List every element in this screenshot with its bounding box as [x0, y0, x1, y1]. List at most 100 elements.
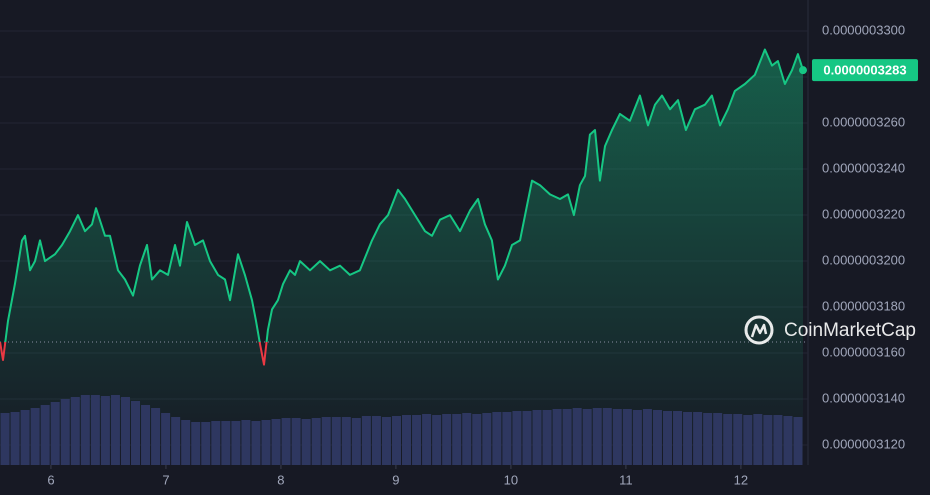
volume-bar: [161, 413, 171, 465]
volume-bar: [673, 411, 683, 465]
volume-bar: [552, 409, 562, 465]
volume-bar: [492, 412, 502, 465]
volume-bar: [10, 412, 20, 465]
logo: [744, 315, 774, 345]
volume-bar: [703, 413, 713, 465]
last-price-label: 0.0000003283: [823, 63, 906, 78]
volume-bar: [452, 414, 462, 465]
y-tick-label: 0.0000003200: [822, 252, 905, 267]
x-tick-label: 10: [504, 472, 518, 487]
volume-bar: [442, 414, 452, 465]
volume-bar: [502, 412, 512, 465]
volume-bar: [562, 409, 572, 465]
watermark: CoinMarketCap: [744, 315, 916, 345]
x-tick-label: 9: [392, 472, 399, 487]
plot: 0.0000003120 0.0000003140 0.0000003160 0.00…: [0, 22, 918, 487]
y-tick-label: 0.0000003160: [822, 344, 905, 359]
price-area: [0, 49, 803, 463]
volume-bar: [221, 421, 231, 465]
volume-bar: [110, 395, 120, 465]
volume-bar: [642, 409, 652, 465]
volume-bar: [301, 419, 311, 465]
volume-bar: [402, 415, 412, 465]
volume-bar: [80, 395, 90, 465]
volume-bar: [783, 416, 793, 465]
volume-bar: [622, 409, 632, 465]
volume-bar: [281, 418, 291, 465]
volume-bar: [0, 413, 10, 465]
volume-bar: [151, 408, 161, 465]
volume-bar: [592, 408, 602, 465]
volume-bar: [522, 411, 532, 465]
volume-bar: [763, 415, 773, 465]
volume-bar: [291, 418, 301, 465]
volume-bar: [652, 410, 662, 465]
volume-bar: [482, 413, 492, 465]
volume-bar: [512, 411, 522, 465]
volume-bar: [432, 415, 442, 465]
volume-bar: [361, 416, 371, 465]
volume-bar: [793, 417, 803, 465]
volume-bar: [20, 410, 30, 465]
volume-bar: [251, 421, 261, 465]
volume-bar: [351, 418, 361, 465]
volume-bar: [532, 410, 542, 465]
volume-bar: [130, 401, 141, 465]
volume-bar: [181, 420, 191, 465]
volume-bar: [100, 396, 110, 465]
volume-bar: [662, 411, 673, 465]
volume-bar: [60, 399, 70, 465]
price-line: [0, 48, 804, 366]
y-tick-label: 0.0000003300: [822, 22, 905, 37]
y-tick-label: 0.0000003240: [822, 160, 905, 175]
volume-bar: [602, 408, 612, 465]
volume-bar: [271, 419, 281, 465]
volume-bar: [201, 422, 211, 465]
y-tick-label: 0.0000003180: [822, 298, 905, 313]
logo-mark: [750, 323, 768, 338]
x-tick-label: 11: [619, 472, 633, 487]
volume-bar: [261, 420, 271, 465]
volume-bar: [120, 397, 130, 465]
last-price-dot: [799, 66, 807, 75]
x-tick-label: 12: [734, 472, 748, 487]
volume-bar: [191, 422, 201, 465]
x-tick-label: 6: [47, 472, 54, 487]
volume-bar: [693, 412, 703, 465]
volume-bar: [753, 414, 763, 465]
volume-bar: [311, 418, 321, 465]
volume-bar: [141, 405, 151, 465]
volume-bar: [40, 405, 50, 465]
volume-bar: [321, 417, 331, 465]
volume-bar: [211, 421, 221, 465]
y-tick-label: 0.0000003140: [822, 390, 905, 405]
x-tick-label: 7: [162, 472, 169, 487]
volume-bar: [331, 417, 341, 465]
volume-bar: [422, 414, 432, 465]
volume-bar: [743, 415, 753, 465]
volume-bar: [713, 413, 723, 465]
volume-bar: [381, 417, 391, 465]
volume-bar: [773, 415, 783, 465]
volume-bar: [572, 408, 582, 465]
volume-bar: [341, 417, 351, 465]
volume-bar: [683, 412, 693, 465]
brand: CoinMarketCap: [784, 320, 916, 341]
y-tick-label: 0.0000003120: [822, 436, 905, 451]
volume-bar: [231, 421, 241, 465]
volume-bar: [472, 414, 482, 465]
volume-bar: [612, 409, 622, 465]
volume-bar: [50, 402, 60, 465]
volume-bar: [70, 397, 80, 465]
volume-bar: [582, 409, 592, 465]
volume-bar: [733, 414, 743, 465]
volume-bar: [241, 420, 251, 465]
volume-bar: [462, 413, 472, 465]
last-price-tag: [812, 59, 918, 82]
y-tick-label: 0.0000003260: [822, 114, 905, 129]
volume-bar: [412, 415, 422, 465]
x-tick-label: 8: [277, 472, 284, 487]
volume-bar: [90, 395, 100, 465]
